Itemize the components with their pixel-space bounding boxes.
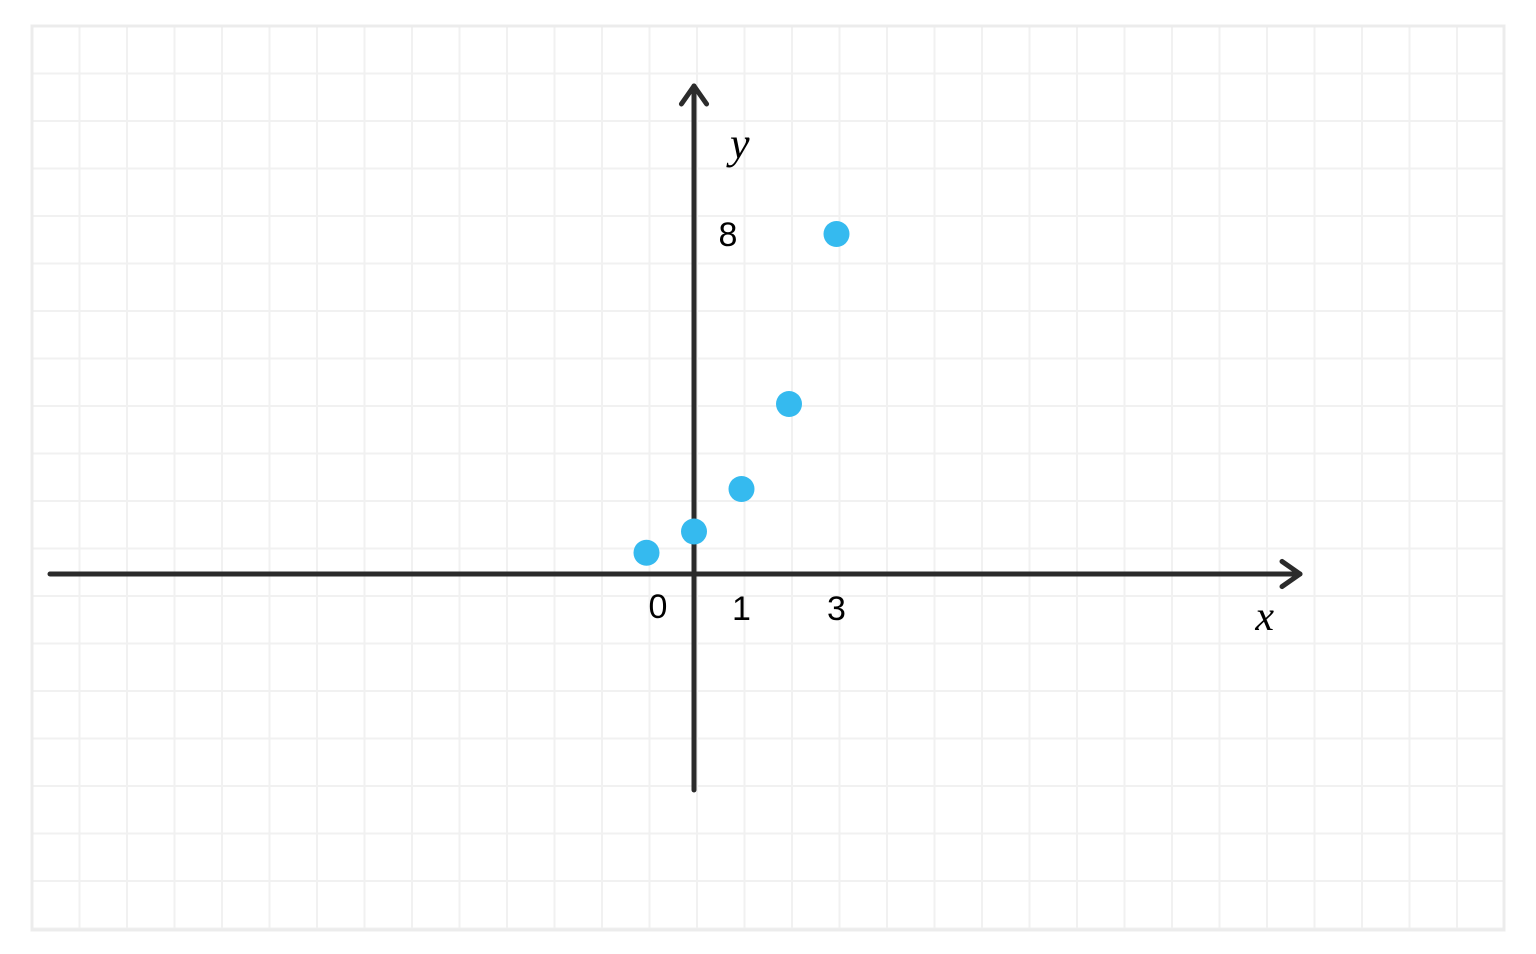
x-tick-label: 1 <box>732 590 751 628</box>
data-point <box>681 519 707 545</box>
data-point <box>824 221 850 247</box>
y-tick-label: 8 <box>719 216 738 254</box>
data-point <box>729 476 755 502</box>
x-axis-label: x <box>1254 594 1274 640</box>
data-point <box>776 391 802 417</box>
x-tick-label: 0 <box>649 588 668 626</box>
y-axis-label: y <box>726 119 750 168</box>
scatter-chart: y x 0 1 3 8 <box>0 0 1536 954</box>
x-tick-label: 3 <box>827 590 846 628</box>
data-point <box>634 540 660 566</box>
